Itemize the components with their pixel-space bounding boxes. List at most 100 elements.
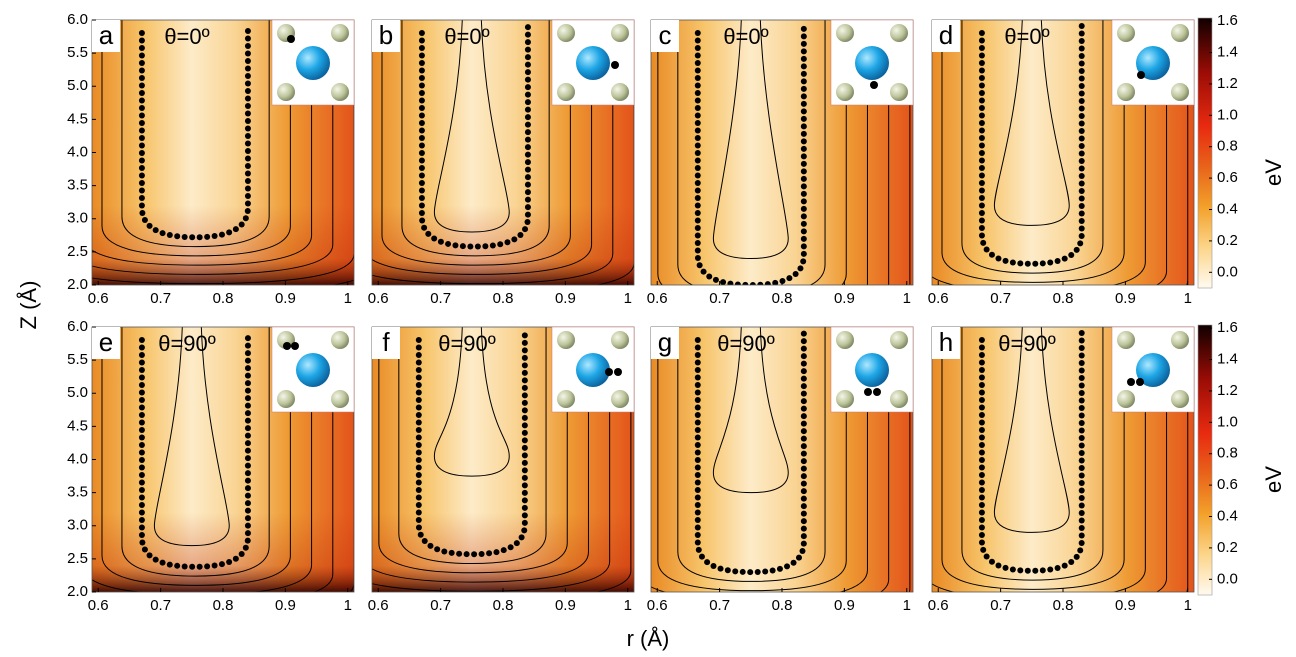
contour-dot [138,502,145,508]
contour-dot [800,473,807,480]
contour-dot [800,25,807,32]
contour-dot [978,195,985,201]
panel-annotation: θ=0º [723,24,768,49]
contour-dot [800,198,807,205]
atom-center [296,353,330,387]
contour-dot [196,563,203,570]
contour-dot [694,180,701,186]
y-tick-label: 2.0 [67,583,88,600]
y-tick-label: 3.5 [67,177,88,194]
contour-dot [694,112,701,119]
contour-dot [524,31,531,38]
contour-dot [1078,450,1085,457]
label-box [651,20,679,52]
contour-dot [978,97,985,104]
contour-line [941,20,1125,283]
contour-dot [1078,330,1085,337]
contour-dot [524,121,531,128]
contour-dot [694,457,701,463]
contour-dot [138,352,145,358]
contour-dot [431,235,438,242]
contour-dot [800,175,807,182]
contour-dot [795,554,802,561]
contour-dot [1078,539,1085,546]
contour-dot [425,230,432,237]
contour-dot [418,75,425,81]
contour-dot [504,239,511,246]
colorbar-label: eV [1261,466,1286,493]
contour-dot [1078,352,1085,359]
contour-dot [694,367,701,373]
contour-dot [978,524,985,531]
contour-dot [244,507,251,514]
contour-dot [1039,260,1046,267]
contour-dot [800,145,807,152]
contour-dot [694,254,701,261]
x-tick-label: 0.6 [928,597,949,614]
contour-dot [800,78,807,85]
contour-dot [1078,510,1085,517]
contour-dot [694,509,701,516]
contour-dot [521,444,528,451]
contour-dot [1078,382,1085,389]
x-tick-label: 0.8 [772,290,793,307]
contour-dot [978,135,985,141]
contour-dot [694,464,701,471]
label-box [932,20,960,52]
contour-dot [978,412,985,418]
contour-dot [244,163,251,170]
contour-dot [694,135,701,141]
contour-dot [724,567,731,574]
contour-dot [694,359,701,366]
contour-dot [138,337,145,343]
contour-dot [1077,240,1084,247]
contour-dot [524,219,531,226]
contour-dot [800,503,807,510]
contour-dot [797,265,804,272]
contour-dot [244,95,251,102]
label-box [92,327,120,359]
contours [92,20,354,285]
panel-label: c [659,20,672,50]
x-tick-label: 0.7 [430,597,451,614]
contour-dot [1078,405,1085,412]
contour-dot [244,432,251,439]
x-tick-label: 0.6 [647,290,668,307]
contour-dot [244,88,251,95]
colorbar-tick-label: 0.4 [1217,200,1238,217]
contour-dot [521,452,528,459]
contour-dot [978,457,985,463]
contour-dot [244,28,251,35]
contour-dot [800,205,807,212]
contour-dot [418,120,425,126]
contour-dot [978,464,985,471]
contour-dot [1078,218,1085,225]
contour-dot [524,91,531,98]
contour-dot [978,75,985,81]
y-tick-label: 3.0 [67,210,88,227]
contour-dot [800,518,807,525]
contour-dot [441,548,448,555]
colorbar-tick-label: 1.0 [1217,106,1238,123]
panel: a θ=0º 0.6 0.7 0.8 0.9 1 2.0 2.5 3.0 3.5 4.0 4.5 5.0 5… [67,11,355,307]
contour-line [961,20,1104,274]
contour-dot [244,522,251,529]
contour-dot [244,477,251,484]
y-tick-label: 2.5 [67,243,88,260]
contour-dot [1078,435,1085,442]
contour-dot [694,404,701,411]
contour-line [932,20,1146,285]
contour-dot [244,118,251,125]
contour-dot [1078,367,1085,374]
contour-dot [1078,120,1085,127]
contour-dot [1073,246,1080,253]
panel-annotation: θ=90º [438,331,496,356]
contour-dot [694,232,701,239]
contour-dot [978,472,985,478]
contour-dot [244,80,251,87]
contour-dot [978,112,985,119]
contour-dot [166,232,173,239]
y-tick-label: 5.0 [67,77,88,94]
contour-dot [995,562,1002,569]
contour-dot [694,412,701,418]
